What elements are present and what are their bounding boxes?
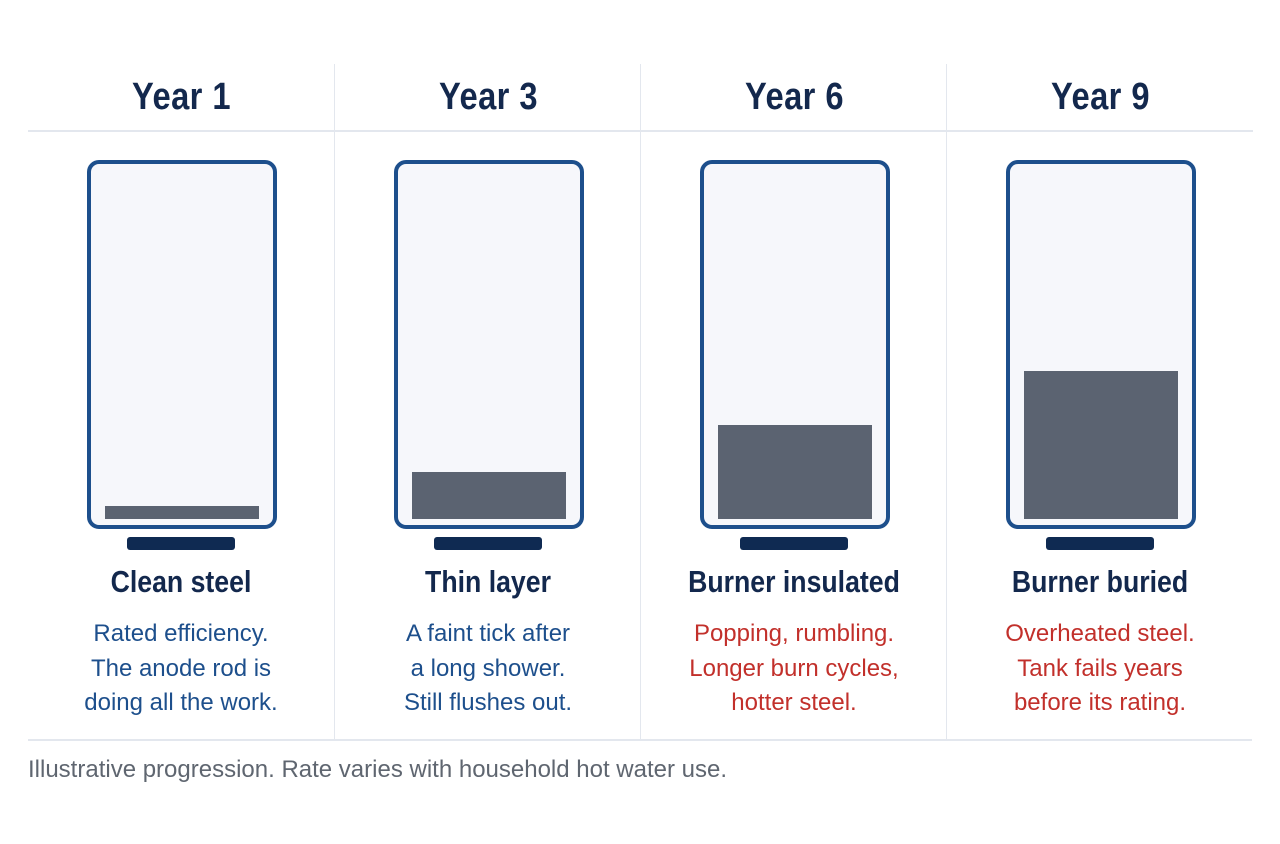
- stage-year-1: Year 1 Clean steel Rated efficiency. The…: [28, 64, 334, 740]
- stage-title: Burner buried: [1011, 564, 1189, 599]
- stage-description: A faint tick after a long shower. Still …: [403, 620, 573, 716]
- water-heater-tank: [394, 160, 584, 529]
- burner-base: [1046, 537, 1154, 550]
- sediment-layer: [718, 425, 872, 519]
- year-label: Year 6: [744, 75, 844, 118]
- water-heater-tank: [87, 160, 277, 529]
- year-label: Year 1: [131, 75, 231, 118]
- stage-grid: Year 1 Clean steel Rated efficiency. The…: [28, 64, 1253, 741]
- stage-year-6: Year 6 Burner insulated Popping, rumblin…: [640, 64, 947, 740]
- stage-description: Overheated steel. Tank fails years befor…: [1005, 620, 1195, 716]
- year-label: Year 3: [438, 75, 538, 118]
- burner-base: [434, 537, 542, 550]
- water-heater-tank: [700, 160, 890, 529]
- stage-title: Thin layer: [425, 564, 551, 599]
- stage-header: Year 1: [28, 64, 334, 132]
- stage-header: Year 9: [947, 64, 1253, 132]
- stage-title: Burner insulated: [688, 564, 900, 599]
- stage-year-3: Year 3 Thin layer A faint tick after a l…: [334, 64, 641, 740]
- water-heater-tank: [1006, 160, 1196, 529]
- stage-header: Year 6: [641, 64, 947, 132]
- sediment-layer: [412, 472, 566, 519]
- sediment-layer: [1024, 371, 1178, 519]
- stage-year-9: Year 9 Burner buried Overheated steel. T…: [946, 64, 1253, 740]
- burner-base: [127, 537, 235, 550]
- stage-description: Rated efficiency. The anode rod is doing…: [84, 620, 278, 716]
- sediment-progression-diagram: Year 1 Clean steel Rated efficiency. The…: [28, 64, 1253, 741]
- burner-base: [740, 537, 848, 550]
- stage-title: Clean steel: [110, 564, 252, 599]
- sediment-layer: [105, 506, 259, 519]
- bottom-divider: [28, 739, 1252, 741]
- stage-description: Popping, rumbling. Longer burn cycles, h…: [689, 620, 899, 716]
- footnote: Illustrative progression. Rate varies wi…: [28, 756, 728, 783]
- year-label: Year 9: [1050, 75, 1150, 118]
- stage-header: Year 3: [335, 64, 641, 132]
